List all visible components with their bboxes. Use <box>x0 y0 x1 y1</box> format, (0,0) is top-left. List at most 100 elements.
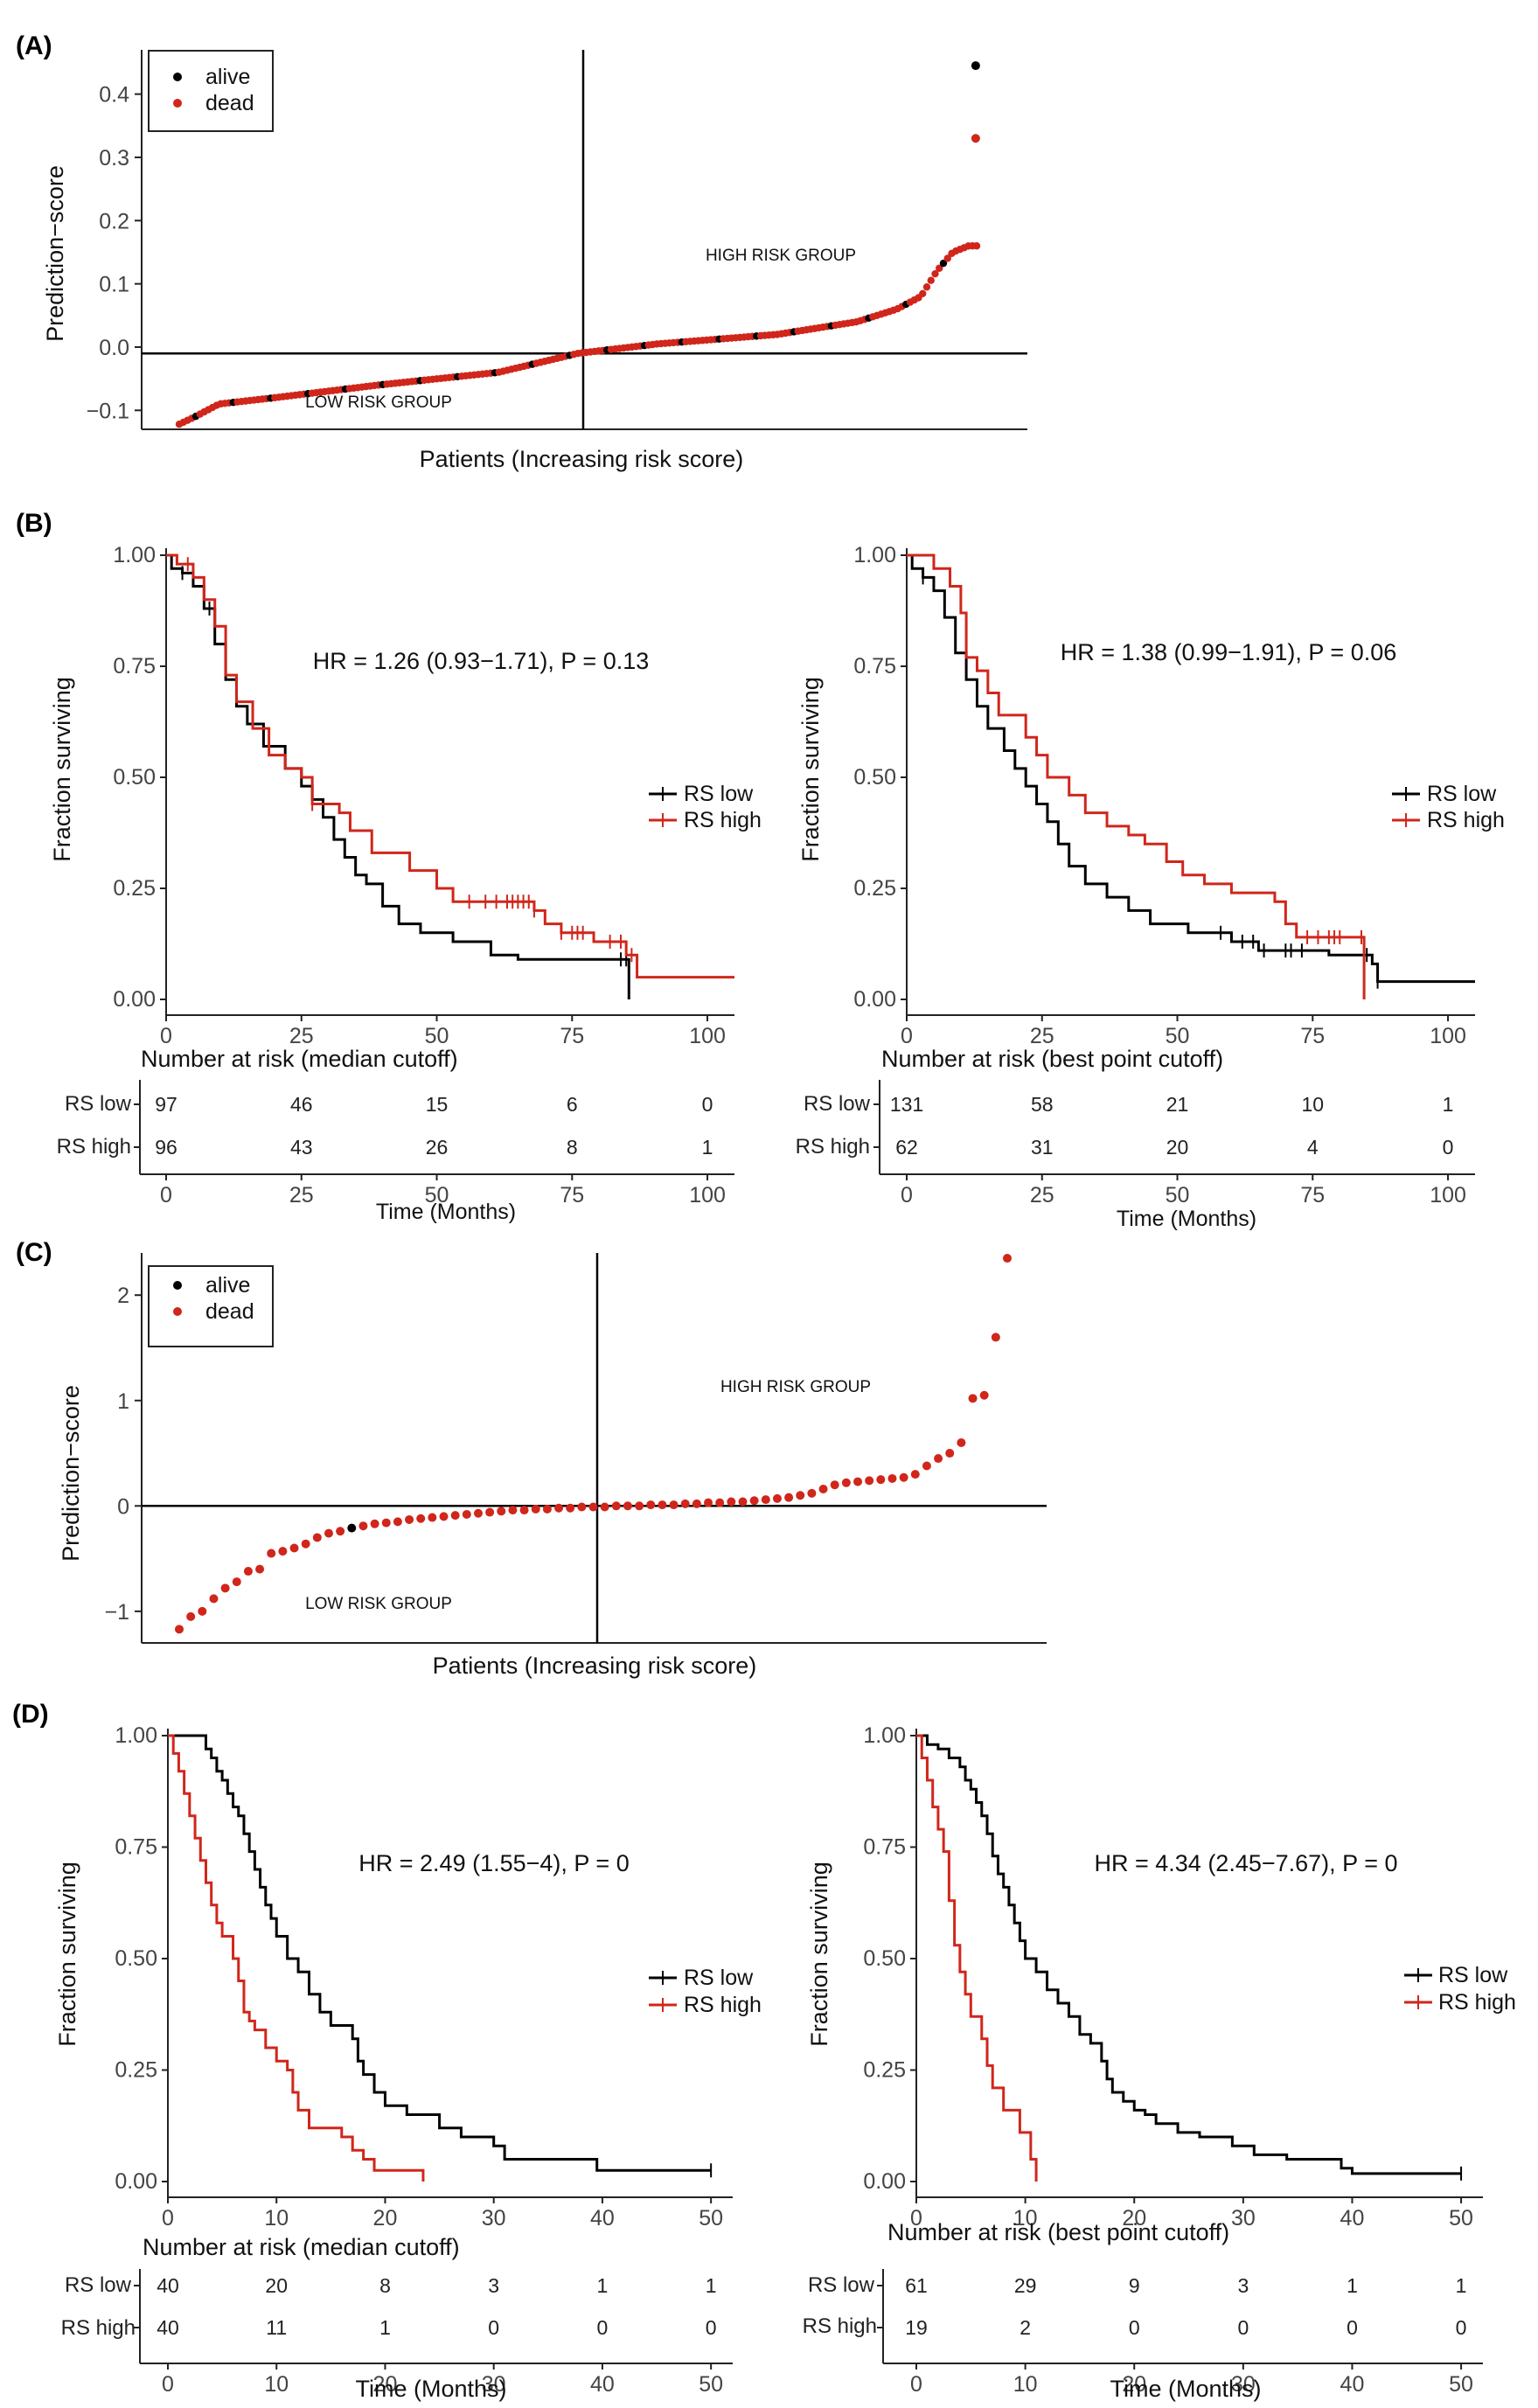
km-d-left-legend: RS low RS high <box>649 1966 762 2017</box>
risk-high-count: 11 <box>266 2316 287 2339</box>
legend-alive-marker <box>173 73 182 81</box>
dead-point <box>669 1500 679 1510</box>
risk-low-count: 1 <box>1443 1093 1454 1116</box>
dead-point <box>704 1498 713 1507</box>
dead-point <box>945 1449 955 1458</box>
dead-point <box>796 1491 805 1500</box>
x-tick-label: 50 <box>699 2206 723 2231</box>
risk-low-count: 1 <box>1456 2274 1467 2297</box>
risk-x-tick-label: 10 <box>1013 2372 1038 2397</box>
risk-low-count: 40 <box>157 2274 179 2297</box>
risk-x-tick-label: 50 <box>1449 2372 1473 2397</box>
dead-point <box>919 289 927 297</box>
dead-point <box>853 1477 863 1486</box>
dead-point <box>658 1500 667 1510</box>
y-tick-label: 0.00 <box>863 2169 906 2194</box>
km-d-right-ylabel: Fraction surviving <box>806 1862 832 2047</box>
dead-point <box>968 1394 978 1403</box>
risk-high-count: 8 <box>567 1136 578 1159</box>
panel-c-xlabel: Patients (Increasing risk score) <box>433 1653 757 1679</box>
km-b-left-risk-title: Number at risk (median cutoff) <box>141 1046 458 1072</box>
rs-low-survival-curve <box>916 1734 1462 2175</box>
panel-d: (D) 0.000.250.500.751.000 10 20 30 40 50 Frac… <box>12 1700 1516 2402</box>
risk-x-tick-label: 20 <box>373 2372 398 2397</box>
dead-point <box>600 1502 609 1512</box>
risk-high-count: 0 <box>1443 1136 1454 1159</box>
risk-x-tick-label: 50 <box>1166 1183 1190 1207</box>
x-tick-label: 0 <box>910 2206 922 2231</box>
dead-point <box>381 1518 391 1528</box>
dead-point <box>784 1493 794 1502</box>
km-d-left-plot: 0.00 0.25 0.50 0.75 1.00 0 10 20 30 40 50 <box>115 1723 733 2231</box>
km-b-left-legend-low: RS low <box>684 782 754 806</box>
dead-point <box>186 1611 196 1621</box>
km-d-left-risk-title: Number at risk (median cutoff) <box>143 2234 460 2260</box>
legend-alive-marker <box>173 1281 182 1290</box>
risk-x-tick-label: 50 <box>699 2372 723 2397</box>
dead-point <box>428 1513 437 1522</box>
risk-x-tick-label: 100 <box>689 1183 726 1207</box>
panel-letter-b: (B) <box>16 509 52 538</box>
panel-a-xlabel: Patients (Increasing risk score) <box>420 446 744 472</box>
panel-c-low-label: LOW RISK GROUP <box>305 1595 452 1613</box>
dead-point <box>393 1517 402 1527</box>
dead-point <box>692 1499 701 1508</box>
dead-point <box>519 1506 529 1515</box>
km-d-left-row-high: RS high <box>61 2316 136 2340</box>
dead-point <box>807 1488 817 1498</box>
dead-point <box>680 1499 690 1508</box>
y-tick-label: 0.75 <box>115 1835 157 1860</box>
km-b-right-row-low: RS low <box>804 1092 871 1116</box>
legend-dead-label: dead <box>205 1299 254 1324</box>
x-tick-label: 100 <box>689 1024 726 1048</box>
km-d-right-legend-low: RS low <box>1438 1963 1508 1987</box>
rs-high-survival-curve <box>168 1734 425 2182</box>
dead-point <box>922 283 931 291</box>
y-tick-label: 0.50 <box>863 1946 906 1971</box>
risk-high-count: 0 <box>1237 2316 1249 2339</box>
x-tick-label: 25 <box>1030 1024 1054 1048</box>
x-tick-label: 0 <box>162 2206 174 2231</box>
risk-low-count: 46 <box>290 1093 313 1116</box>
dead-point <box>922 1461 931 1471</box>
dead-point <box>405 1514 414 1524</box>
risk-low-count: 131 <box>890 1093 923 1116</box>
risk-low-count: 10 <box>1301 1093 1324 1116</box>
dead-point <box>761 1495 770 1505</box>
y-tick-label: 0.50 <box>115 1946 157 1971</box>
risk-low-count: 3 <box>488 2274 499 2297</box>
dead-point <box>772 1493 782 1503</box>
y-tick-label: −1 <box>104 1600 129 1625</box>
y-tick-label: 1.00 <box>853 543 896 567</box>
risk-low-count: 20 <box>265 2274 288 2297</box>
dead-point <box>301 1539 310 1548</box>
km-d-left-row-low: RS low <box>65 2273 132 2297</box>
dead-point <box>931 269 939 278</box>
x-tick-label: 20 <box>1122 2206 1146 2231</box>
dead-point <box>336 1527 345 1536</box>
dead-point <box>646 1500 656 1510</box>
dead-point <box>979 1390 989 1400</box>
risk-low-count: 15 <box>426 1093 449 1116</box>
risk-x-tick-label: 0 <box>162 2372 174 2397</box>
dead-point <box>289 1543 299 1553</box>
dead-point <box>749 1496 759 1506</box>
y-tick-label: 0.25 <box>113 876 156 901</box>
x-tick-label: 30 <box>482 2206 506 2231</box>
km-b-left: 0.000.250.500.751.000 25 50 75 100 Fraction … <box>49 543 762 1224</box>
risk-high-count: 62 <box>895 1136 918 1159</box>
panel-letter-c: (C) <box>16 1238 52 1267</box>
risk-x-tick-label: 25 <box>289 1183 314 1207</box>
x-tick-label: 30 <box>1231 2206 1256 2231</box>
km-d-left-legend-low: RS low <box>684 1966 754 1990</box>
risk-high-count: 2 <box>1020 2316 1031 2339</box>
y-tick-label: 1.00 <box>113 543 156 567</box>
x-tick-label: 100 <box>1430 1024 1466 1048</box>
km-d-right-hr: HR = 4.34 (2.45−7.67), P = 0 <box>1095 1850 1398 1876</box>
risk-x-tick-label: 50 <box>425 1183 449 1207</box>
km-b-right-ylabel: Fraction surviving <box>797 677 824 862</box>
legend-alive-label: alive <box>205 65 250 89</box>
y-tick-label: 0.50 <box>853 765 896 790</box>
dead-point <box>943 254 951 262</box>
